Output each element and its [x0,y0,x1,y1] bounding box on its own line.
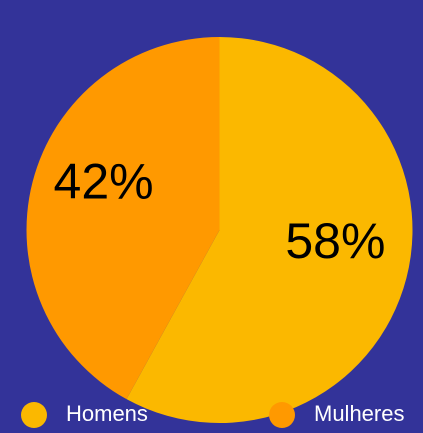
data-label: 58% [285,213,385,269]
legend-swatch [269,402,295,428]
pie-slice [26,36,220,400]
legend-label: Homens [66,401,148,426]
pie-slice [126,37,413,423]
legend-label: Mulheres [314,401,404,426]
legend-swatch [21,402,47,428]
data-label: 42% [54,153,154,209]
